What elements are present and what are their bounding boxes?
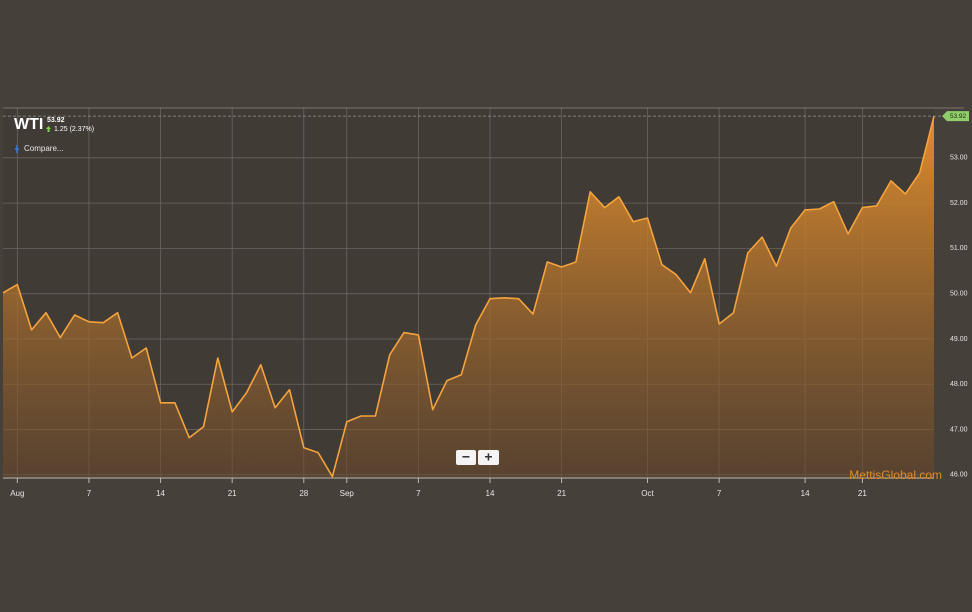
y-tick-label: 48.00 bbox=[950, 381, 968, 388]
compare-icon[interactable] bbox=[15, 145, 19, 153]
x-tick-label: Oct bbox=[641, 489, 654, 498]
x-tick-label: 28 bbox=[299, 489, 308, 498]
y-tick-label: 47.00 bbox=[950, 426, 968, 433]
zoom-out-button[interactable] bbox=[456, 450, 476, 465]
y-tick-label: 53.00 bbox=[950, 155, 968, 162]
zoom-in-label[interactable]: + bbox=[484, 449, 492, 465]
zoom-out-label[interactable]: − bbox=[462, 449, 470, 465]
last-price-tag bbox=[942, 111, 969, 122]
y-tick-label: 49.00 bbox=[950, 336, 968, 343]
x-tick-label: 21 bbox=[858, 489, 867, 498]
marks bbox=[2, 116, 935, 478]
up-arrow bbox=[46, 126, 51, 132]
area-fill bbox=[3, 116, 934, 478]
x-tick-label: 7 bbox=[717, 489, 722, 498]
symbol: WTI bbox=[14, 116, 43, 133]
x-tick-label: 21 bbox=[228, 489, 237, 498]
price-line bbox=[2, 116, 935, 478]
x-tick-label: 14 bbox=[801, 489, 810, 498]
y-tick-label: 46.00 bbox=[950, 472, 968, 479]
watermark: MettisGlobal.com bbox=[849, 468, 942, 482]
y-tick-label: 51.00 bbox=[950, 245, 968, 252]
overlay: 46.00 47.00 48.00 49.00 50.00 51.00 52.00 53.00… bbox=[3, 111, 969, 498]
x-tick-label: 14 bbox=[156, 489, 165, 498]
x-tick-label: Sep bbox=[340, 489, 355, 498]
compare-link[interactable]: Compare... bbox=[24, 144, 64, 153]
last-price-label: 53.92 bbox=[950, 113, 967, 120]
x-tick-label: 14 bbox=[486, 489, 495, 498]
y-tick-label: 52.00 bbox=[950, 200, 968, 207]
x-tick-label: 7 bbox=[87, 489, 92, 498]
change: 1.25 (2.37%) bbox=[54, 126, 94, 133]
x-tick-label: 21 bbox=[557, 489, 566, 498]
x-tick-label: 7 bbox=[416, 489, 421, 498]
y-tick-label: 50.00 bbox=[950, 291, 968, 298]
price: 53.92 bbox=[47, 117, 65, 124]
x-tick-label: Aug bbox=[10, 489, 24, 498]
zoom-in-button[interactable] bbox=[478, 450, 499, 465]
